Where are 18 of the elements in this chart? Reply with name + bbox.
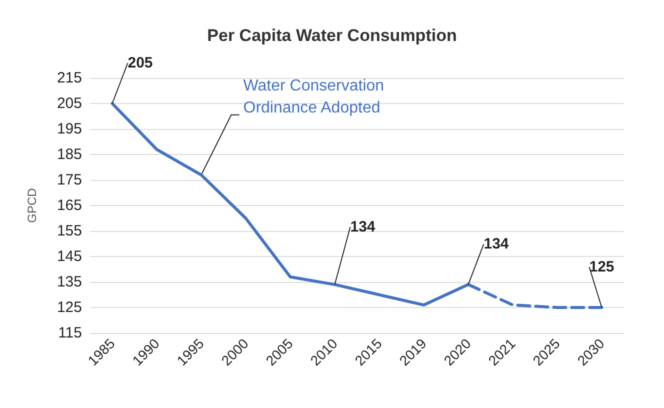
y-tick-label: 205 xyxy=(56,95,82,112)
y-tick-label: 125 xyxy=(56,299,82,316)
y-tick-label: 215 xyxy=(56,70,82,86)
y-axis-title: GPCD xyxy=(25,188,39,223)
y-tick-label: 185 xyxy=(56,146,82,163)
y-tick-label: 115 xyxy=(58,324,82,342)
y-tick-label: 195 xyxy=(56,120,82,138)
data-label: 134 xyxy=(484,236,510,253)
y-tick-label: 145 xyxy=(56,248,82,265)
data-label: 134 xyxy=(350,218,376,236)
y-tick-label: 175 xyxy=(56,172,82,188)
data-label: 125 xyxy=(589,258,614,276)
y-tick-label: 155 xyxy=(56,222,82,240)
data-label: 205 xyxy=(128,54,153,72)
annotation: Water Conservation Ordinance Adopted xyxy=(243,77,384,116)
chart-title: Per Capita Water Consumption xyxy=(207,26,457,45)
y-tick-label: 165 xyxy=(56,197,82,214)
y-tick-label: 135 xyxy=(56,274,82,290)
